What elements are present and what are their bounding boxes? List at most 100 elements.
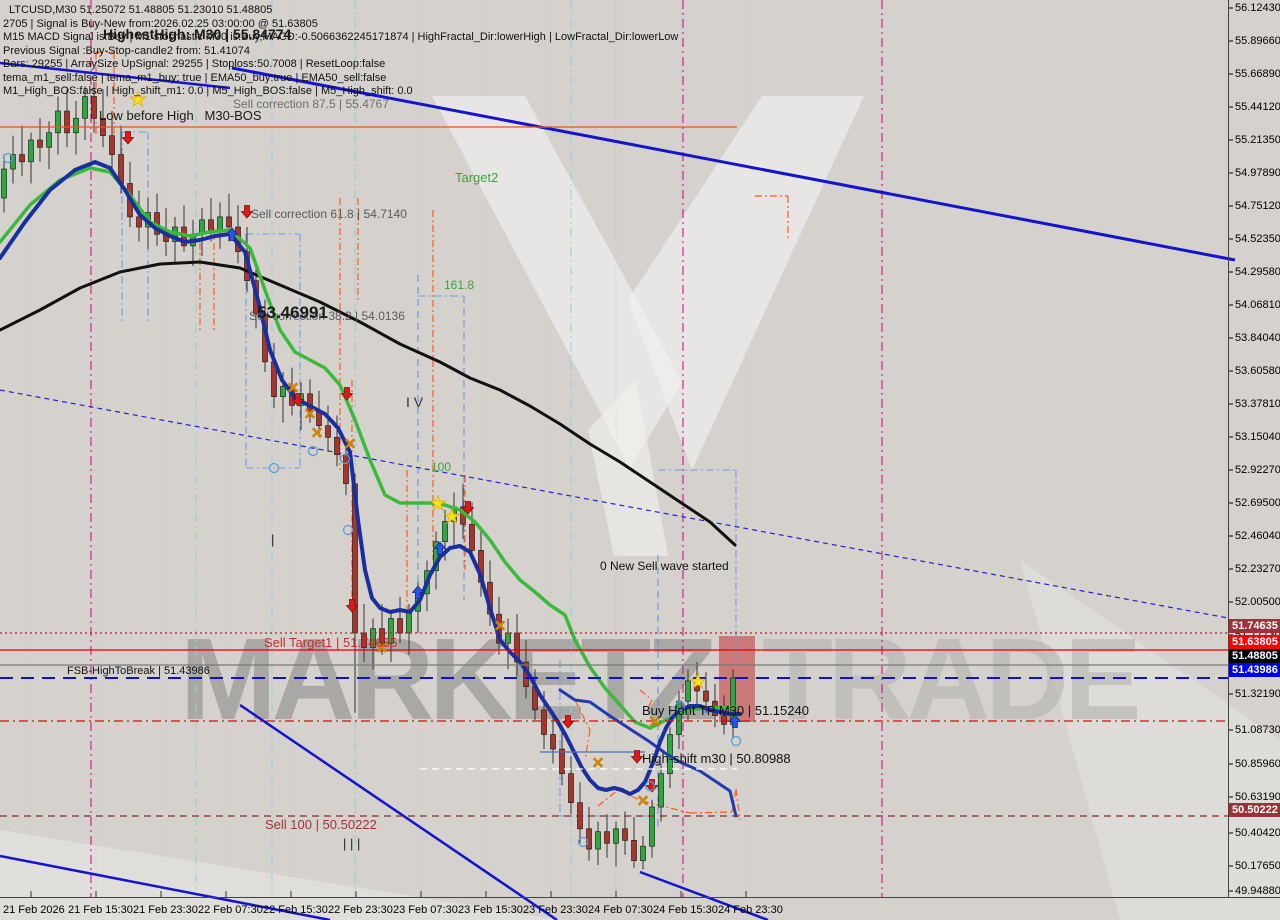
chart-annotation: Low before High M30-BOS: [99, 108, 262, 123]
price-tick-label: 51.08730: [1235, 724, 1280, 736]
grid-lines: [30, 0, 747, 897]
sell-arrow-icon: [291, 393, 305, 407]
black-ma-line: [0, 260, 737, 547]
price-tick-label: 54.06810: [1235, 299, 1280, 311]
highest-high-label: HighestHigh: M30 | 55.84774: [103, 26, 292, 42]
sell-arrow-icon: [630, 750, 644, 764]
candles: [1, 82, 736, 870]
price-tick-label: 50.85960: [1235, 758, 1280, 770]
chart-annotation: | | |: [343, 836, 361, 851]
sell-arrow-icon: [121, 131, 135, 145]
fractal-circle-icon: [307, 445, 319, 457]
info-line: 2705 | Signal is Buy-New from:2026.02.25…: [3, 17, 318, 30]
time-axis-label: 21 Feb 23:30: [133, 904, 198, 916]
sell-arrow-icon: [561, 715, 575, 729]
chart-annotation: High-shift m30 | 50.80988: [642, 751, 791, 766]
star-icon: ★: [443, 506, 461, 528]
chart-annotation: Target2: [455, 170, 499, 185]
fractal-circle-icon: [577, 836, 589, 848]
sell-arrow-icon: [340, 387, 354, 401]
sell-arrow-icon: [645, 779, 659, 793]
time-axis-label: 24 Feb 15:30: [653, 904, 718, 916]
sell-arrow-icon: [345, 599, 359, 613]
buy-arrow-icon: [225, 227, 239, 241]
green-ma-line: [0, 166, 739, 730]
time-axis-label: 22 Feb 23:30: [328, 904, 393, 916]
buy-arrow-icon: [433, 541, 447, 555]
price-badge: 51.43986: [1229, 663, 1280, 677]
price-axis[interactable]: 56.12430 55.89660 55.66890 55.44120 55.21350…: [1228, 0, 1280, 897]
price-tick-label: 55.44120: [1235, 101, 1280, 113]
chart-annotation: |: [271, 532, 275, 547]
close-signal-x-icon: ✕: [376, 640, 389, 657]
info-line: M15 MACD Signal is:Buy | M1 stochastic M…: [3, 31, 679, 43]
indicator-info-panel: LTCUSD,M30 51.25072 51.48805 51.23010 51…: [3, 4, 678, 99]
time-axis-label: 23 Feb 07:30: [393, 904, 458, 916]
star-icon: ★: [129, 89, 147, 111]
time-axis-label: 22 Feb 07:30: [198, 904, 263, 916]
signal-markers: ✕✕✕✕✕✕✕✕✕★★★★: [2, 89, 742, 848]
price-tick-label: 50.63190: [1235, 791, 1280, 803]
time-axis-label: 24 Feb 23:30: [718, 904, 783, 916]
close-signal-x-icon: ✕: [494, 618, 507, 635]
time-axis-label: 24 Feb 07:30: [588, 904, 653, 916]
info-line: Previous Signal :Buy-Stop-candle2 from: …: [3, 44, 251, 57]
chart-annotation: 161.8: [444, 278, 475, 292]
price-tick-label: 52.00500: [1235, 596, 1280, 608]
close-signal-x-icon: ✕: [649, 714, 662, 731]
time-axis-label: 23 Feb 15:30: [458, 904, 523, 916]
chart-annotation: 0 New Sell wave started: [600, 559, 729, 573]
sell-arrow-icon: [461, 501, 475, 515]
price-tick-label: 54.97890: [1235, 167, 1280, 179]
fractal-circle-icon: [342, 524, 354, 536]
fractal-circle-icon: [268, 462, 280, 474]
price-badge: 51.63805: [1229, 635, 1280, 649]
chart-annotation: Sell correction 38.2 | 54.0136: [249, 309, 405, 323]
price-tick-label: 53.84040: [1235, 332, 1280, 344]
price-tick-label: 52.46040: [1235, 530, 1280, 542]
horizontal-levels: [0, 126, 1228, 817]
chart-annotation: Sell correction 61.8 | 54.7140: [251, 207, 407, 221]
chart-annotation: 100: [431, 460, 452, 474]
info-line: M1_High_BOS:false | High_shift_m1: 0.0 |…: [3, 85, 413, 97]
price-tick-label: 52.92270: [1235, 464, 1280, 476]
star-icon: ★: [689, 671, 707, 693]
info-line: Bars: 29255 | ArraySize UpSignal: 29255 …: [3, 58, 386, 70]
time-axis-label: 23 Feb 23:30: [523, 904, 588, 916]
time-axis-label: 22 Feb 15:30: [263, 904, 328, 916]
price-badge: 51.48805: [1229, 649, 1280, 663]
price-tick-label: 53.15040: [1235, 431, 1280, 443]
fractal-circle-icon: [339, 453, 351, 465]
price-tick-label: 52.69500: [1235, 497, 1280, 509]
price-badge: 51.74635: [1229, 619, 1280, 633]
info-line: tema_m1_sell:false | tema_m1_buy: true |…: [3, 71, 387, 84]
time-axis[interactable]: 21 Feb 2026 21 Feb 15:30 21 Feb 23:30 22 Fe…: [0, 897, 1280, 920]
chart-annotation: 53.46991: [257, 303, 328, 322]
fractal-circle-icon: [2, 152, 14, 164]
time-axis-label: 21 Feb 2026: [3, 904, 65, 916]
price-tick-label: 52.23270: [1235, 563, 1280, 575]
symbol-ohlc-line: LTCUSD,M30 51.25072 51.48805 51.23010 51…: [9, 4, 273, 16]
price-tick-label: 49.94880: [1235, 885, 1280, 897]
chart-annotation: Buy Hunt TP M30 | 51.15240: [642, 703, 809, 718]
price-tick-label: 55.89660: [1235, 35, 1280, 47]
fractal-circle-icon: [674, 700, 686, 712]
price-tick-label: 56.12430: [1235, 2, 1280, 14]
trendlines: [0, 61, 1236, 920]
price-tick-label: 53.37810: [1235, 398, 1280, 410]
chart-annotation: Sell correction 87.5 | 55.4767: [233, 97, 389, 111]
fractal-circle-icon: [644, 780, 656, 792]
buy-arrow-icon: [411, 585, 425, 599]
close-signal-x-icon: ✕: [637, 793, 650, 810]
price-tick-label: 54.75120: [1235, 200, 1280, 212]
fractal-circle-icon: [730, 735, 742, 747]
price-badge: 50.50222: [1229, 803, 1280, 817]
price-tick-label: 50.40420: [1235, 827, 1280, 839]
chart-annotation: I V: [406, 394, 424, 410]
close-signal-x-icon: ✕: [304, 406, 317, 423]
chart-annotation: Sell 100 | 50.50222: [265, 817, 377, 832]
time-axis-label: 21 Feb 15:30: [68, 904, 133, 916]
price-tick-label: 51.32190: [1235, 688, 1280, 700]
close-signal-x-icon: ✕: [344, 436, 357, 453]
